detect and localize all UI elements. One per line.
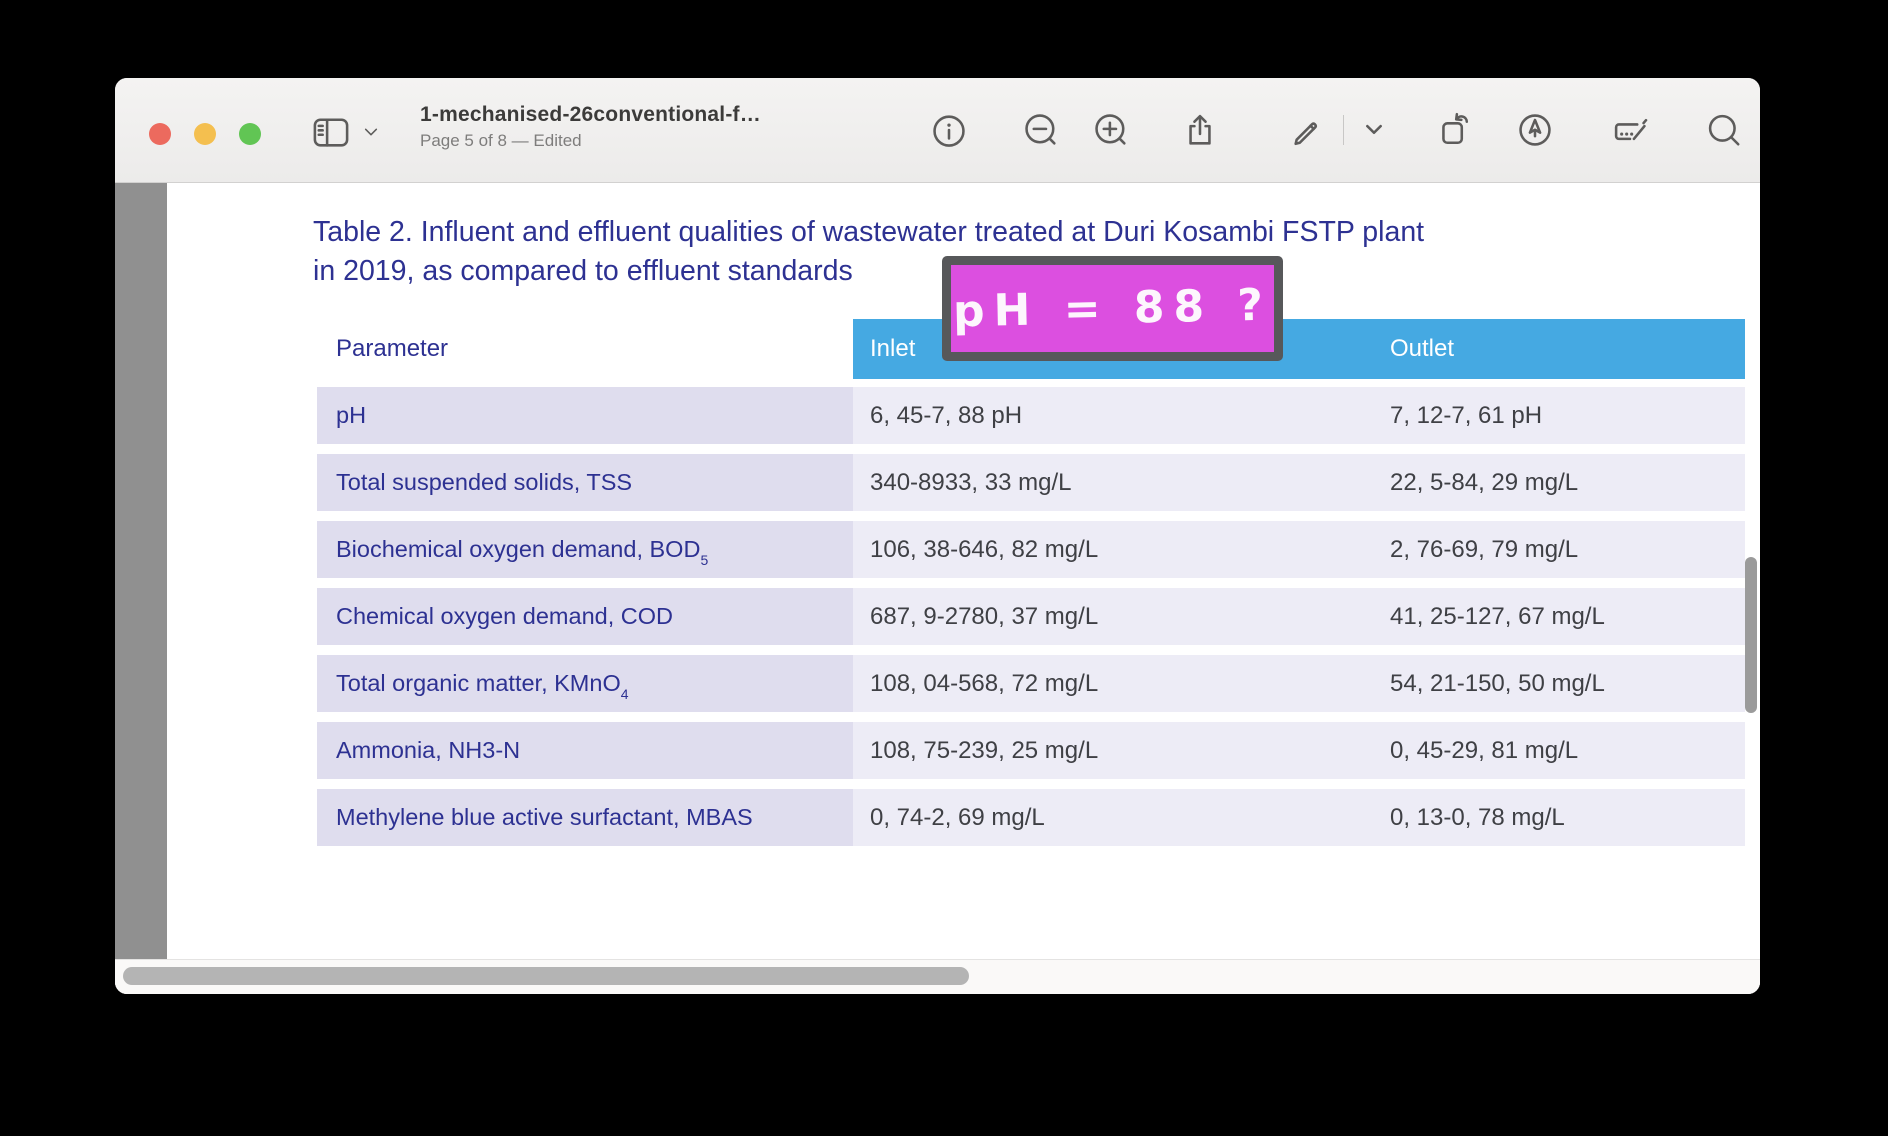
toolbar-divider <box>1343 115 1344 145</box>
table-caption-line2: in 2019, as compared to effluent standar… <box>313 255 853 287</box>
table-row: pH 6, 45-7, 88 pH 7, 12-7, 61 pH <box>317 387 1745 444</box>
cell-parameter: Biochemical oxygen demand, BOD 5 <box>317 521 853 578</box>
table-row: Methylene blue active surfactant, MBAS 0… <box>317 789 1745 846</box>
markup-pen-icon <box>1519 114 1551 146</box>
cell-parameter: Total organic matter, KMnO 4 <box>317 655 853 712</box>
column-header-outlet: Outlet <box>1390 319 1745 379</box>
cell-inlet: 108, 04-568, 72 mg/L <box>853 655 1390 712</box>
cell-outlet: 2, 76-69, 79 mg/L <box>1390 521 1745 578</box>
table-row: Ammonia, NH3-N 108, 75-239, 25 mg/L 0, 4… <box>317 722 1745 779</box>
horizontal-scrollbar-thumb[interactable] <box>123 967 969 985</box>
table-row: Biochemical oxygen demand, BOD 5 106, 38-… <box>317 521 1745 578</box>
cell-inlet: 340-8933, 33 mg/L <box>853 454 1390 511</box>
page-status: Page 5 of 8 — Edited <box>420 131 582 150</box>
document-area: Table 2. Influent and effluent qualities… <box>115 183 1760 994</box>
zoom-in-icon <box>1095 114 1126 145</box>
preview-window: 1-mechanised-26conventional-f… Page 5 of… <box>115 78 1760 994</box>
table-row: Total suspended solids, TSS 340-8933, 33… <box>317 454 1745 511</box>
cell-inlet: 108, 75-239, 25 mg/L <box>853 722 1390 779</box>
vertical-scrollbar-thumb[interactable] <box>1745 557 1757 713</box>
chevron-down-icon <box>364 128 378 136</box>
sidebar-icon <box>313 118 349 147</box>
chevron-down-icon <box>1366 124 1382 135</box>
page-margin-gutter <box>115 183 167 959</box>
table-caption: Table 2. Influent and effluent qualities… <box>313 213 1653 291</box>
data-table: Parameter Inlet Outlet pH 6, 45-7, 88 pH… <box>317 319 1745 846</box>
fill-and-sign-icon <box>1614 118 1648 141</box>
fill-and-sign-button[interactable] <box>1610 110 1650 150</box>
cell-outlet: 7, 12-7, 61 pH <box>1390 387 1745 444</box>
cell-parameter: Methylene blue active surfactant, MBAS <box>317 789 853 846</box>
ph-annotation-text: pH = 88 ? <box>952 279 1273 338</box>
minimize-button[interactable] <box>194 123 216 145</box>
cell-outlet: 0, 13-0, 78 mg/L <box>1390 789 1745 846</box>
cell-outlet: 54, 21-150, 50 mg/L <box>1390 655 1745 712</box>
zoom-out-icon <box>1025 114 1056 145</box>
cell-parameter: pH <box>317 387 853 444</box>
cell-inlet: 0, 74-2, 69 mg/L <box>853 789 1390 846</box>
cell-outlet: 0, 45-29, 81 mg/L <box>1390 722 1745 779</box>
window-title: 1-mechanised-26conventional-f… <box>420 103 761 126</box>
markup-options-button[interactable] <box>1354 110 1394 150</box>
cell-inlet: 687, 9-2780, 37 mg/L <box>853 588 1390 645</box>
table-caption-line1: Table 2. Influent and effluent qualities… <box>313 216 1425 248</box>
share-button[interactable] <box>1180 110 1220 150</box>
table-row: Chemical oxygen demand, COD 687, 9-2780,… <box>317 588 1745 645</box>
cell-outlet: 41, 25-127, 67 mg/L <box>1390 588 1745 645</box>
titlebar: 1-mechanised-26conventional-f… Page 5 of… <box>115 78 1760 183</box>
rotate-button[interactable] <box>1434 110 1474 150</box>
highlight-pen-icon <box>1294 122 1318 146</box>
zoom-window-button[interactable] <box>239 123 261 145</box>
info-button[interactable] <box>929 110 969 150</box>
rotate-icon <box>1442 112 1469 145</box>
column-header-parameter: Parameter <box>317 319 853 379</box>
info-icon <box>933 115 965 147</box>
ph-annotation-box[interactable]: pH = 88 ? <box>942 256 1283 361</box>
table-row: Total organic matter, KMnO 4 108, 04-568,… <box>317 655 1745 712</box>
search-icon <box>1708 114 1740 146</box>
search-button[interactable] <box>1704 110 1744 150</box>
cell-parameter: Chemical oxygen demand, COD <box>317 588 853 645</box>
horizontal-scrollbar-track <box>115 959 1760 994</box>
cell-inlet: 106, 38-646, 82 mg/L <box>853 521 1390 578</box>
highlight-pen-button[interactable] <box>1285 110 1325 150</box>
zoom-out-button[interactable] <box>1021 110 1061 150</box>
cell-parameter: Ammonia, NH3-N <box>317 722 853 779</box>
sidebar-toggle-button[interactable] <box>311 110 395 154</box>
cell-inlet: 6, 45-7, 88 pH <box>853 387 1390 444</box>
cell-outlet: 22, 5-84, 29 mg/L <box>1390 454 1745 511</box>
markup-pen-button[interactable] <box>1515 110 1555 150</box>
title-block: 1-mechanised-26conventional-f… Page 5 of… <box>420 103 761 151</box>
close-button[interactable] <box>149 123 171 145</box>
cell-parameter: Total suspended solids, TSS <box>317 454 853 511</box>
zoom-in-button[interactable] <box>1091 110 1131 150</box>
share-icon <box>1189 114 1211 145</box>
